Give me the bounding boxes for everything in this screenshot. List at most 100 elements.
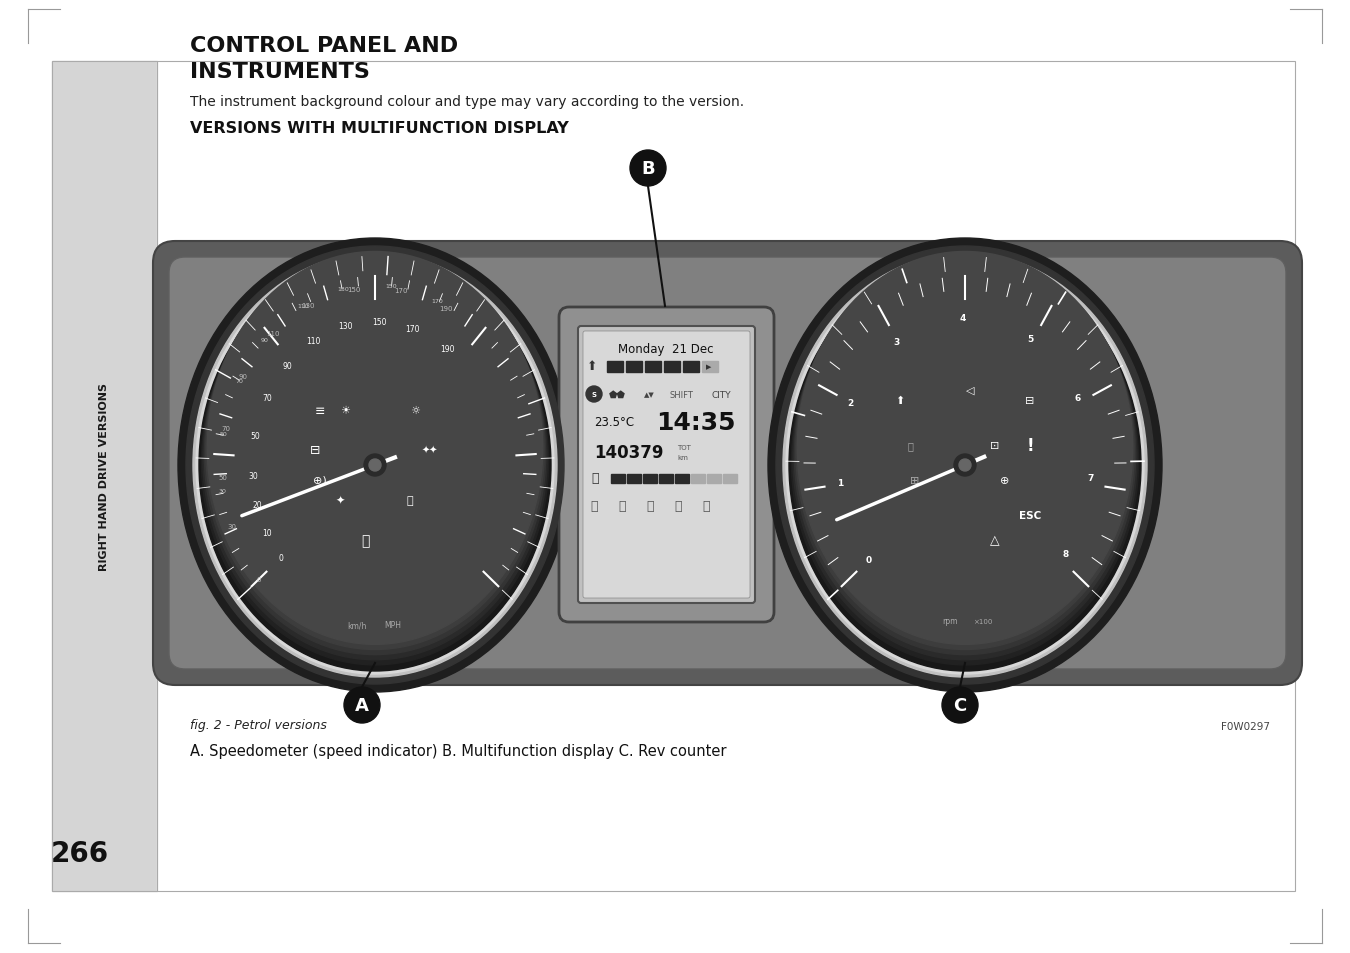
Text: A. Speedometer (speed indicator) B. Multifunction display C. Rev counter: A. Speedometer (speed indicator) B. Mult… [190,743,726,759]
Text: ◁: ◁ [965,386,975,395]
Text: ≡: ≡ [315,404,325,417]
Text: km: km [676,455,688,460]
Text: 170: 170 [432,298,444,303]
Bar [612,475,625,483]
Text: 10: 10 [262,528,271,537]
Text: B: B [641,160,655,178]
Text: ☼: ☼ [410,406,420,416]
Ellipse shape [178,239,572,692]
Text: ⛺: ⛺ [674,500,682,513]
Text: ⬛: ⬛ [907,440,913,451]
Text: ⊕: ⊕ [1000,476,1010,485]
FancyBboxPatch shape [153,242,1301,685]
Text: 70: 70 [262,394,271,403]
Ellipse shape [792,257,1137,660]
Bar [53,62,157,891]
Text: 110: 110 [297,304,309,309]
Ellipse shape [198,260,551,671]
Text: INSTRUMENTS: INSTRUMENTS [190,62,370,82]
Text: ⊟: ⊟ [309,444,320,457]
Text: ⊞: ⊞ [910,476,919,485]
Text: rpm: rpm [942,617,957,625]
Text: 14:35: 14:35 [656,411,736,435]
Text: SHIFT: SHIFT [670,390,693,399]
Text: 90: 90 [261,337,269,343]
Bar [643,475,657,483]
Ellipse shape [786,256,1143,675]
Circle shape [630,151,666,187]
Text: 23.5°C: 23.5°C [594,416,634,429]
Ellipse shape [201,259,548,665]
Text: 266: 266 [51,840,109,867]
Text: VERSIONS WITH MULTIFUNCTION DISPLAY: VERSIONS WITH MULTIFUNCTION DISPLAY [190,121,568,136]
Text: ⬟⬟: ⬟⬟ [609,390,625,399]
Bar [53,62,157,891]
Text: ⊡: ⊡ [991,440,1000,451]
Bar [683,361,699,373]
Text: !: ! [1026,436,1034,455]
Text: 130: 130 [338,287,348,292]
Ellipse shape [196,256,554,675]
Bar [157,62,1295,891]
Text: RIGHT HAND DRIVE VERSIONS: RIGHT HAND DRIVE VERSIONS [99,382,109,571]
Text: ⬆: ⬆ [895,395,905,406]
FancyBboxPatch shape [578,327,755,603]
Ellipse shape [958,459,971,472]
Ellipse shape [794,255,1135,655]
Text: ⛺: ⛺ [590,500,598,513]
Ellipse shape [768,239,1162,692]
Ellipse shape [790,261,1139,670]
Text: The instrument background colour and type may vary according to the version.: The instrument background colour and typ… [190,95,744,109]
Text: ⬆: ⬆ [587,360,598,374]
Text: ☀: ☀ [340,406,350,416]
Circle shape [344,687,379,723]
Text: 3: 3 [894,337,899,346]
Text: 110: 110 [266,331,279,336]
Text: 8: 8 [1062,550,1069,558]
Text: 130: 130 [301,303,315,309]
Text: ▶: ▶ [706,364,711,370]
Text: ✦✦: ✦✦ [421,446,439,456]
Text: TOT: TOT [676,444,691,451]
Bar [675,475,688,483]
Text: 70: 70 [235,378,243,383]
Text: ⛺: ⛺ [618,500,626,513]
Text: 7: 7 [1087,474,1094,483]
Text: 140379: 140379 [594,443,663,461]
Text: ⛺: ⛺ [702,500,710,513]
Text: 90: 90 [239,374,247,379]
Text: ⊕): ⊕) [313,476,327,485]
Ellipse shape [186,247,564,684]
Text: ▲▼: ▲▼ [644,392,655,397]
Text: 30: 30 [219,488,227,493]
Circle shape [942,687,977,723]
FancyBboxPatch shape [583,332,751,598]
Text: MPH: MPH [385,620,401,630]
Ellipse shape [193,253,558,678]
Text: 2: 2 [848,398,855,408]
Ellipse shape [954,455,976,476]
Text: 150: 150 [347,287,360,293]
Text: 50: 50 [219,475,228,481]
Text: 170: 170 [405,325,420,334]
Ellipse shape [200,261,549,670]
Bar [664,361,680,373]
Ellipse shape [798,253,1133,644]
Text: 1: 1 [837,479,842,488]
Ellipse shape [783,253,1148,678]
Text: fig. 2 - Petrol versions: fig. 2 - Petrol versions [190,719,327,731]
Text: 130: 130 [338,322,352,331]
Text: S: S [591,392,597,397]
Text: 90: 90 [282,361,292,371]
Bar [626,475,641,483]
Text: 190: 190 [440,345,454,354]
Bar [724,475,737,483]
Text: 50: 50 [220,432,227,436]
Text: ⛽: ⛽ [591,472,598,485]
Text: 190: 190 [440,306,454,312]
Ellipse shape [796,253,1134,650]
Text: 110: 110 [306,336,321,346]
Text: km/h: km/h [347,620,367,630]
FancyBboxPatch shape [169,257,1287,669]
Text: 150: 150 [373,317,386,327]
